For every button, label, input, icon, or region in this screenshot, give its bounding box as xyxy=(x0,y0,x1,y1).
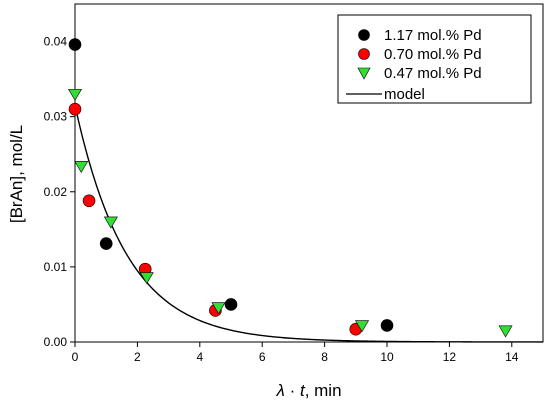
legend: 1.17 mol.% Pd 0.70 mol.% Pd 0.47 mol.% P… xyxy=(337,14,532,104)
legend-label-2: 0.70 mol.% Pd xyxy=(384,46,482,63)
x-tick-label: 8 xyxy=(321,350,328,364)
point-series-3 xyxy=(67,88,83,101)
legend-marker-2 xyxy=(358,48,370,60)
legend-marker-3 xyxy=(357,67,371,80)
legend-box xyxy=(337,14,532,104)
y-tick-label: 0.02 xyxy=(44,185,68,199)
y-tick-label: 0.01 xyxy=(44,260,68,274)
point-series-3 xyxy=(74,161,89,174)
point-series-2 xyxy=(82,194,96,208)
y-tick-label: 0.04 xyxy=(44,35,68,49)
y-tick-label: 0.00 xyxy=(44,335,68,349)
legend-label-3: 0.47 mol.% Pd xyxy=(384,65,482,82)
x-axis-title-op: · xyxy=(285,381,300,400)
model-curve xyxy=(74,105,543,343)
legend-label-model: model xyxy=(384,86,425,103)
point-series-1 xyxy=(224,298,238,311)
y-axis-title: [BrAn], mol/L xyxy=(7,125,26,223)
x-tick-label: 12 xyxy=(443,350,457,364)
model-layer xyxy=(74,105,543,343)
x-axis-title-symbol: λ xyxy=(275,381,284,400)
point-series-1 xyxy=(68,38,82,51)
y-axis: 0.00 0.01 0.02 0.03 0.04 xyxy=(44,35,75,349)
legend-marker-1 xyxy=(358,29,370,41)
point-series-3 xyxy=(355,320,370,333)
x-tick-label: 10 xyxy=(380,350,394,364)
legend-label-1: 1.17 mol.% Pd xyxy=(384,27,482,44)
x-tick-label: 6 xyxy=(259,350,266,364)
point-series-1 xyxy=(380,319,394,332)
point-series-3 xyxy=(211,302,226,315)
y-tick-label: 0.03 xyxy=(44,110,68,124)
x-axis: 0 2 4 6 8 10 12 14 xyxy=(72,342,519,364)
x-axis-title-var: t xyxy=(300,381,306,400)
x-tick-label: 14 xyxy=(505,350,519,364)
point-series-2 xyxy=(68,102,82,116)
point-series-3 xyxy=(103,216,118,229)
point-series-3 xyxy=(139,272,154,285)
x-tick-label: 0 xyxy=(72,350,79,364)
plot-frame xyxy=(74,3,544,343)
point-series-3 xyxy=(498,325,513,338)
point-series-1 xyxy=(99,237,113,250)
x-axis-title-unit: , min xyxy=(305,381,342,400)
x-tick-label: 4 xyxy=(196,350,203,364)
x-axis-title: λ · t, min xyxy=(275,381,341,400)
points-layer xyxy=(67,38,513,338)
x-tick-label: 2 xyxy=(134,350,141,364)
